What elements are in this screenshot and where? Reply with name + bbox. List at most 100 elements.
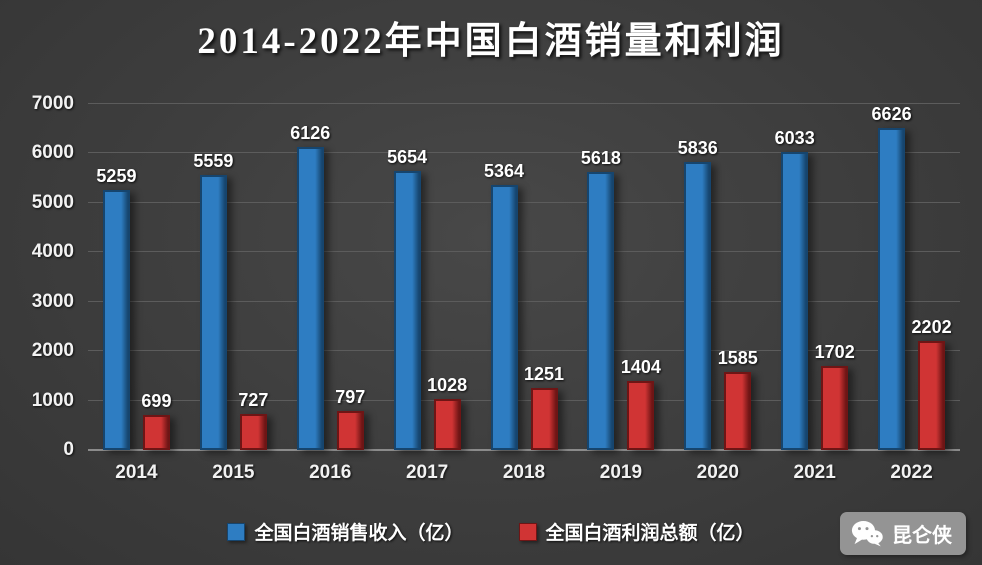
- bar-value-label: 1028: [427, 375, 468, 396]
- x-tick-label: 2019: [599, 462, 643, 483]
- y-tick-label: 5000: [31, 191, 74, 213]
- bar-value-label: 5364: [483, 160, 525, 181]
- y-axis: 0 1000 2000 3000 4000 5000 6000 7000: [0, 93, 78, 460]
- bar-value-label: 1404: [620, 356, 661, 377]
- bar-value-label: 797: [335, 386, 366, 407]
- bar-column: 699: [141, 104, 172, 450]
- year-group: 6126 797: [282, 104, 379, 450]
- legend: 全国白酒销售收入（亿） 全国白酒利润总额（亿）: [0, 518, 982, 545]
- bar: [781, 151, 809, 450]
- legend-label: 全国白酒利润总额（亿）: [545, 523, 755, 544]
- gridline: [88, 201, 960, 203]
- watermark-label: 昆仑侠: [892, 525, 952, 547]
- bar-value-label: 5654: [387, 146, 428, 167]
- gridline: [88, 350, 960, 352]
- y-tick-label: 4000: [31, 241, 74, 263]
- x-tick-label: 2017: [405, 462, 449, 483]
- bar-column: 5618: [581, 104, 621, 450]
- y-tick-label: 0: [63, 439, 74, 460]
- bar-value-label: 699: [141, 391, 172, 412]
- bar-column: 6626: [872, 104, 912, 450]
- bar-value-label: 1251: [523, 364, 565, 385]
- bar-column: 6033: [775, 104, 815, 450]
- bar: [627, 380, 655, 450]
- x-tick-label: 2016: [309, 462, 352, 483]
- bar: [821, 365, 849, 450]
- bar-column: 1702: [815, 104, 855, 450]
- legend-swatch: [227, 522, 246, 541]
- gridline: [88, 300, 960, 302]
- bar-value-label: 5836: [677, 137, 718, 158]
- bar-column: 6126: [290, 104, 330, 450]
- year-group: 5654 1028: [379, 104, 476, 450]
- x-axis-line: [88, 449, 960, 451]
- bar-column: 1251: [524, 104, 564, 450]
- bar-column: 1404: [621, 104, 661, 450]
- bar-value-label: 1702: [814, 341, 855, 362]
- bar: [102, 190, 130, 450]
- bar: [142, 415, 170, 450]
- bar-value-label: 1585: [717, 347, 758, 368]
- bar: [433, 399, 461, 450]
- bar: [296, 147, 324, 450]
- bar-column: 5559: [193, 104, 233, 450]
- year-group: 5259 699: [88, 104, 185, 450]
- y-tick-label: 3000: [31, 290, 74, 312]
- y-tick-label: 7000: [31, 93, 74, 114]
- legend-swatch: [518, 522, 537, 541]
- x-tick-label: 2015: [212, 462, 255, 483]
- bar-column: 2202: [912, 104, 952, 450]
- year-group: 5836 1585: [669, 104, 766, 450]
- bar-column: 1028: [427, 104, 467, 450]
- bar: [878, 128, 906, 450]
- gridline: [88, 399, 960, 401]
- bar: [724, 371, 752, 450]
- year-group: 6626 2202: [863, 104, 960, 450]
- x-tick-label: 2014: [115, 462, 158, 483]
- bar-column: 5259: [96, 104, 136, 450]
- bar-column: 1585: [718, 104, 758, 450]
- bar: [587, 172, 615, 450]
- gridline: [88, 152, 960, 154]
- year-group: 5559 727: [185, 104, 282, 450]
- legend-label: 全国白酒销售收入（亿）: [254, 523, 464, 544]
- wechat-icon: [851, 521, 883, 547]
- bar: [393, 170, 421, 450]
- bar-column: 797: [335, 104, 366, 450]
- bar: [199, 175, 227, 450]
- x-tick-label: 2021: [793, 462, 836, 483]
- chart-title: 2014-2022年中国白酒销量和利润: [197, 21, 785, 62]
- bar-value-label: 2202: [911, 317, 952, 338]
- plot-area: 5259 699 5559 727 6126 797 5654 1028 5364 1251 561…: [88, 103, 960, 451]
- bar: [918, 341, 946, 450]
- bar-value-label: 727: [238, 390, 269, 411]
- bar-value-label: 6626: [871, 104, 912, 124]
- y-tick-label: 1000: [31, 389, 74, 411]
- x-tick-label: 2018: [502, 462, 546, 483]
- legend-item: 全国白酒利润总额（亿）: [518, 518, 755, 545]
- bar-value-label: 5259: [96, 166, 137, 187]
- year-group: 5364 1251: [476, 104, 573, 450]
- x-tick-label: 2020: [696, 462, 739, 483]
- year-group: 5618 1404: [572, 104, 669, 450]
- bar: [684, 161, 712, 450]
- bar-column: 5364: [484, 104, 524, 450]
- bar-column: 5836: [678, 104, 718, 450]
- bar-groups: 5259 699 5559 727 6126 797 5654 1028 5364 1251 561…: [88, 104, 960, 450]
- bar-value-label: 6126: [290, 123, 331, 144]
- x-tick-label: 2022: [890, 462, 933, 483]
- bar: [336, 410, 364, 450]
- year-group: 6033 1702: [766, 104, 863, 450]
- y-tick-label: 6000: [31, 142, 74, 164]
- bar-column: 727: [238, 104, 269, 450]
- bar: [239, 414, 267, 450]
- watermark: 昆仑侠: [840, 512, 966, 555]
- x-axis: 2014 2015 2016 2017 2018 2019 2020 2021 2022: [88, 462, 960, 484]
- bar-value-label: 6033: [774, 127, 815, 148]
- bar-value-label: 5618: [580, 148, 621, 169]
- gridline: [88, 103, 960, 104]
- y-tick-label: 2000: [31, 340, 74, 362]
- bar: [490, 184, 518, 450]
- bar-value-label: 5559: [193, 151, 234, 172]
